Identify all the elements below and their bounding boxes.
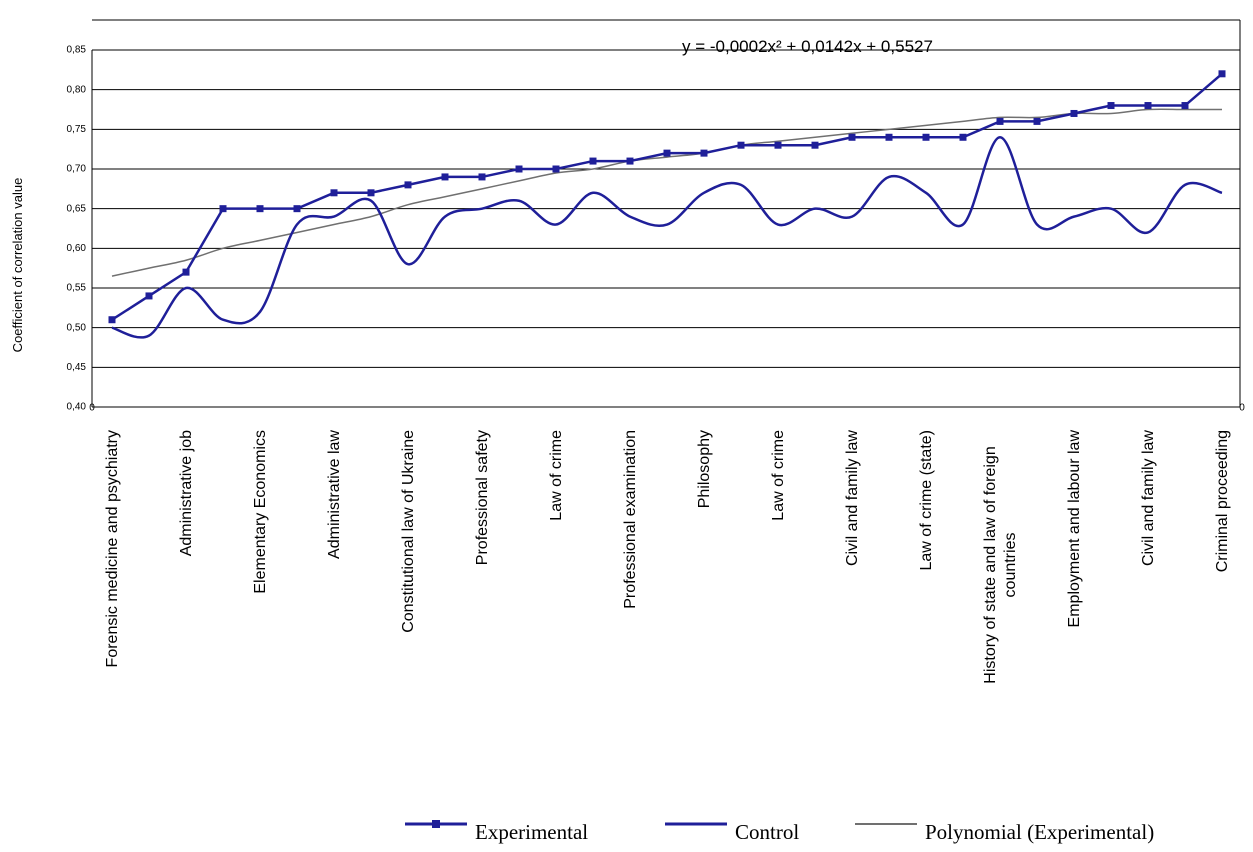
point-marker: [219, 205, 227, 213]
point-marker: [663, 149, 671, 157]
point-marker: [367, 189, 375, 197]
y-tick-label: 0,80: [67, 84, 87, 95]
series-line: [111, 108, 1222, 277]
y-tick-label: 0,45: [67, 362, 87, 373]
point-marker: [404, 181, 412, 189]
x-tick-label: Philosophy: [696, 430, 713, 508]
y-tick-label: 0,60: [67, 243, 87, 254]
legend-item: Control: [665, 820, 799, 844]
point-marker: [1181, 102, 1189, 110]
series-line: [111, 72, 1223, 321]
point-marker: [108, 316, 116, 324]
point-marker: [700, 149, 708, 157]
point-marker: [922, 133, 930, 141]
legend-marker: [432, 820, 440, 828]
x-tick-label: Professional safety: [474, 430, 491, 565]
point-marker: [182, 268, 190, 276]
point-marker: [811, 141, 819, 149]
point-marker: [552, 165, 560, 173]
y-tick-label: 0,85: [67, 45, 87, 56]
point-marker: [1144, 102, 1152, 110]
point-marker: [626, 157, 634, 165]
x-end-label: 0: [1239, 403, 1245, 414]
point-marker: [330, 189, 338, 197]
y-tick-label: 0,50: [67, 322, 87, 333]
x-tick-label: Criminal proceeding: [1214, 430, 1231, 572]
y-tick-label: 0,40: [67, 402, 87, 413]
x-tick-label: Law of crime: [548, 430, 565, 521]
legend-label: Polynomial (Experimental): [925, 820, 1154, 844]
x-tick-label: Law of crime (state): [918, 430, 935, 570]
x-tick-label: Law of crime: [770, 430, 787, 521]
y-tick-label: 0,65: [67, 203, 87, 214]
point-marker: [1070, 109, 1078, 117]
series-line: [111, 136, 1223, 339]
point-marker: [441, 173, 449, 181]
y-tick-label: 0,70: [67, 164, 87, 175]
x-tick-label: Administrative law: [326, 430, 343, 559]
point-marker: [1033, 117, 1041, 125]
trend-equation: y = -0,0002x² + 0,0142x + 0,5527: [682, 37, 933, 56]
x-end-label: 0: [89, 403, 95, 414]
x-tick-label: Constitutional law of Ukraine: [400, 430, 417, 633]
point-marker: [885, 133, 893, 141]
y-tick-label: 0,55: [67, 283, 87, 294]
point-marker: [848, 133, 856, 141]
y-axis-title: Coefficient of correlation value: [10, 178, 25, 353]
point-marker: [589, 157, 597, 165]
point-marker: [478, 173, 486, 181]
x-tick-label: Civil and family law: [1140, 430, 1157, 566]
x-tick-label: Professional examination: [622, 430, 639, 609]
x-tick-label: Forensic medicine and psychiatry: [104, 430, 121, 667]
x-tick-label: Civil and family law: [844, 430, 861, 566]
legend-label: Control: [735, 820, 799, 844]
point-marker: [1107, 102, 1115, 110]
x-tick-label: Administrative job: [178, 430, 195, 556]
point-marker: [293, 205, 301, 213]
legend-item: Polynomial (Experimental): [855, 820, 1154, 844]
legend-label: Experimental: [475, 820, 588, 844]
x-tick-label: History of state and law of foreign count…: [982, 446, 1019, 683]
point-marker: [996, 117, 1004, 125]
point-marker: [145, 292, 153, 300]
point-marker: [1218, 70, 1226, 78]
point-marker: [774, 141, 782, 149]
y-tick-label: 0,75: [67, 124, 87, 135]
point-marker: [737, 141, 745, 149]
point-marker: [959, 133, 967, 141]
legend-item: Experimental: [405, 820, 588, 844]
point-marker: [515, 165, 523, 173]
point-marker: [256, 205, 264, 213]
x-tick-label: Elementary Economics: [252, 430, 269, 594]
x-tick-label: Employment and labour law: [1066, 430, 1083, 628]
